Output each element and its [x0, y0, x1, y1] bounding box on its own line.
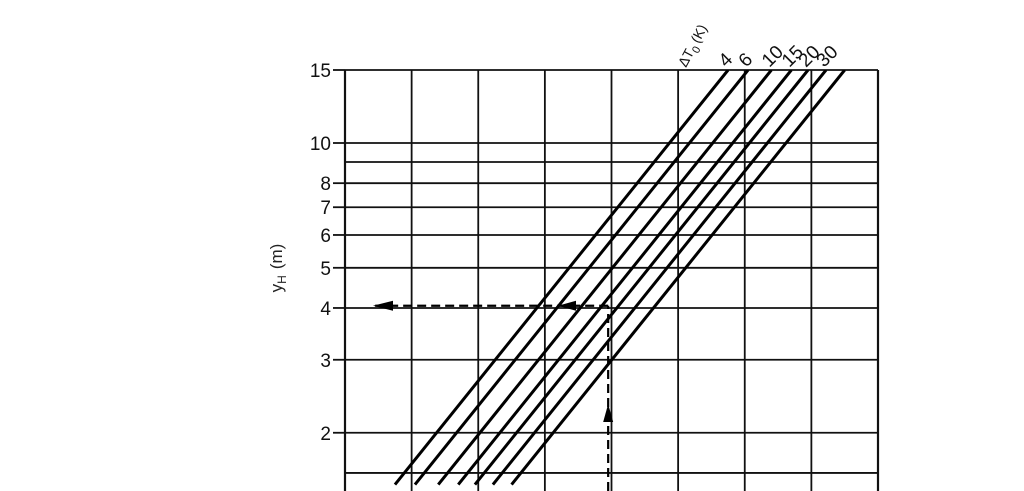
y-axis-label: yH(m): [267, 244, 289, 293]
series-line: [491, 70, 828, 486]
series-line: [510, 70, 846, 486]
y-tick-label: 6: [320, 226, 331, 247]
y-axis-ticks: 15 10 8 7 6 5 4 3 2: [310, 61, 345, 445]
reading-path: [373, 300, 614, 491]
arrow-up-icon: [603, 404, 614, 422]
series-line: [457, 70, 793, 486]
series-lines: [393, 70, 846, 486]
series-line: [413, 70, 750, 486]
y-tick-label: 2: [320, 424, 331, 445]
series-label: 6: [735, 49, 757, 71]
y-tick-label: 4: [320, 299, 331, 320]
series-line: [393, 70, 730, 486]
series-line: [437, 70, 773, 486]
y-tick-label: 10: [310, 134, 331, 155]
y-tick-label: 5: [320, 259, 331, 280]
arrow-left-icon: [373, 300, 393, 311]
y-tick-label: 3: [320, 351, 331, 372]
series-title: ΔT0(K): [675, 22, 714, 72]
y-tick-label: 7: [320, 198, 331, 219]
series-label: 4: [715, 49, 738, 72]
series-label: 30: [813, 42, 843, 72]
arrow-left-icon: [558, 300, 576, 311]
y-tick-label: 8: [320, 174, 331, 195]
grid: [343, 69, 880, 491]
series-line: [473, 70, 810, 486]
y-tick-label: 15: [310, 61, 331, 82]
